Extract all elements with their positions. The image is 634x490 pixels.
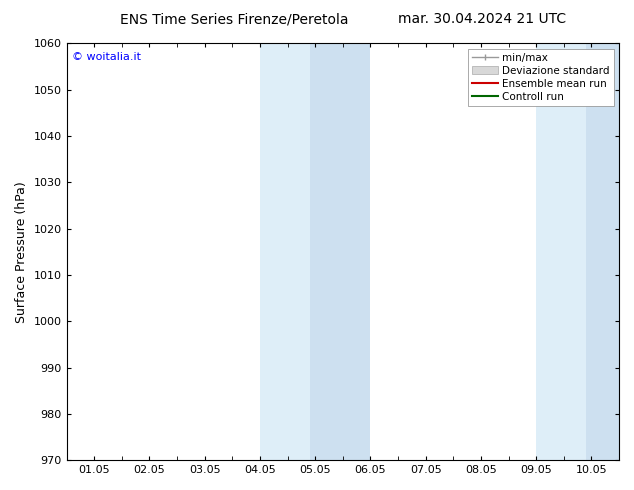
Text: © woitalia.it: © woitalia.it	[72, 52, 141, 62]
Bar	[260, 44, 309, 460]
Bar	[309, 44, 370, 460]
Text: mar. 30.04.2024 21 UTC: mar. 30.04.2024 21 UTC	[398, 12, 566, 26]
Text: ENS Time Series Firenze/Peretola: ENS Time Series Firenze/Peretola	[120, 12, 349, 26]
Legend: min/max, Deviazione standard, Ensemble mean run, Controll run: min/max, Deviazione standard, Ensemble m…	[468, 49, 614, 106]
Bar	[536, 44, 586, 460]
Y-axis label: Surface Pressure (hPa): Surface Pressure (hPa)	[15, 181, 28, 323]
Bar	[586, 44, 619, 460]
